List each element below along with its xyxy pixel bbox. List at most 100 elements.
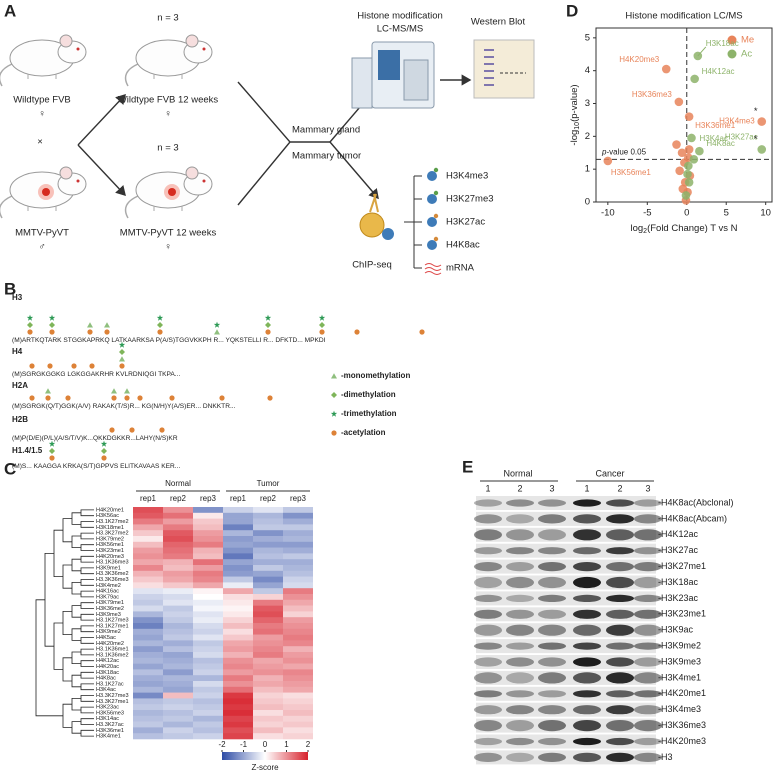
heat-cell	[133, 692, 163, 699]
heat-cell	[193, 512, 223, 519]
heat-cell	[163, 512, 193, 519]
arrow	[329, 141, 379, 200]
label: H3K18ac	[96, 670, 119, 676]
heat-cell	[133, 657, 163, 664]
mono-mark	[119, 356, 125, 362]
label: H3K56me1	[611, 168, 652, 177]
dendro-branch	[80, 695, 94, 702]
arrow	[77, 93, 126, 146]
label: -H3K4me3	[658, 704, 701, 714]
band	[573, 562, 601, 572]
heat-cell	[163, 646, 193, 653]
label: rep2	[260, 494, 277, 503]
heat-cell	[133, 576, 163, 583]
band	[634, 657, 662, 667]
label: -10	[601, 208, 615, 219]
heat-cell	[163, 704, 193, 711]
tumor	[168, 188, 176, 196]
label: n = 3	[157, 143, 178, 154]
heat-cell	[283, 652, 313, 659]
blot-strip	[476, 496, 656, 510]
label: -H3K23me1	[658, 609, 706, 619]
band	[573, 624, 601, 636]
heat-cell	[253, 721, 283, 728]
acetyl-mark	[47, 363, 53, 369]
point	[684, 178, 694, 187]
label: H4K20ac	[96, 664, 119, 670]
label: H2B	[12, 415, 28, 424]
point	[603, 156, 613, 166]
mouse-icon	[0, 34, 87, 87]
label: H3.1K27me1	[96, 623, 129, 629]
label: H3K18ac	[706, 39, 739, 48]
x-label-part: log	[630, 223, 643, 234]
heat-cell	[253, 507, 283, 514]
band	[573, 705, 601, 715]
heat-cell	[253, 646, 283, 653]
label: 2	[306, 740, 311, 749]
heat-cell	[253, 686, 283, 693]
heat-cell	[133, 681, 163, 688]
mouse-feet	[27, 74, 57, 79]
band	[634, 609, 662, 619]
dendro-branch	[44, 553, 54, 647]
heat-cell	[283, 530, 313, 537]
heat-cell	[193, 565, 223, 572]
dendro-branch	[80, 613, 94, 621]
band	[606, 576, 634, 589]
heat-cell	[223, 611, 253, 618]
label: H3.3K27ac	[96, 722, 124, 728]
dendro-branch	[80, 555, 94, 563]
label: MMTV-PyVT 12 weeks	[120, 228, 217, 239]
heat-cell	[163, 686, 193, 693]
band	[634, 514, 662, 524]
heat-cell	[163, 576, 193, 583]
heat-cell	[223, 594, 253, 601]
band	[573, 609, 601, 619]
heat-cell	[223, 507, 253, 514]
acetyl-mark	[137, 395, 143, 401]
heat-cell	[253, 675, 283, 682]
blot-strip	[476, 543, 656, 558]
heat-cell	[223, 588, 253, 595]
mouse-feet	[153, 74, 183, 79]
label: H3.3K27me3	[96, 693, 129, 699]
label: -H4K8ac(Abclonal)	[658, 497, 734, 507]
heat-cell	[253, 628, 283, 635]
dendro-branch	[80, 729, 94, 737]
heat-cell	[133, 541, 163, 548]
heat-cell	[163, 611, 193, 618]
label: ♀	[164, 109, 171, 120]
label: H3.3K36me3	[96, 577, 129, 583]
heat-cell	[193, 634, 223, 641]
tri-mark	[213, 321, 221, 328]
di-mark	[119, 349, 125, 355]
label: Mammary gland	[292, 125, 360, 136]
heat-cell	[193, 657, 223, 664]
heat-cell	[283, 721, 313, 728]
colorbar	[222, 752, 308, 760]
heat-cell	[253, 565, 283, 572]
band	[634, 624, 662, 636]
heat-cell	[133, 721, 163, 728]
band	[538, 657, 566, 667]
label: H3	[12, 293, 23, 302]
mouse-ear	[59, 166, 73, 180]
heat-cell	[163, 715, 193, 722]
heat-cell	[163, 692, 193, 699]
label: H3K36me3	[632, 90, 673, 99]
di-mark	[331, 392, 337, 398]
band	[634, 576, 662, 589]
band	[606, 720, 634, 732]
mouse-feet	[153, 206, 183, 211]
band	[573, 529, 601, 541]
heat-cell	[283, 512, 313, 519]
heat-cell	[163, 733, 193, 740]
dendro-branch	[62, 657, 72, 682]
heat-cell	[133, 588, 163, 595]
acetyl-mark	[49, 455, 55, 461]
tumor	[42, 188, 50, 196]
di-mark	[101, 448, 107, 454]
band	[474, 609, 502, 619]
